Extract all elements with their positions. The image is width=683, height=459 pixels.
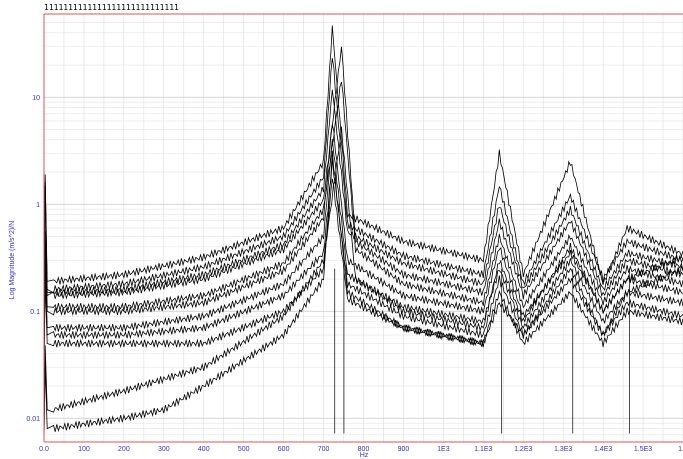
x-tick-label: 1.1E3 — [474, 446, 492, 453]
series-line — [43, 124, 683, 344]
x-tick-label: 800 — [358, 446, 370, 453]
series-line — [43, 81, 683, 340]
series-line — [43, 158, 683, 368]
x-tick-label: 1.4E3 — [594, 446, 612, 453]
y-tick-label: 10 — [32, 95, 40, 102]
x-tick-label: 700 — [318, 446, 330, 453]
x-axis-label: Hz — [360, 452, 369, 459]
series-line — [43, 89, 683, 325]
x-tick-label: 1.6 — [678, 446, 683, 453]
x-tick-label: 1E3 — [437, 446, 450, 453]
x-tick-label: 900 — [398, 446, 410, 453]
traces — [43, 25, 683, 443]
series-line — [43, 126, 683, 443]
x-tick-label: 600 — [278, 446, 290, 453]
series-line — [43, 178, 683, 376]
x-tick-label: 200 — [118, 446, 130, 453]
x-tick-label: 1.2E3 — [514, 446, 532, 453]
x-tick-label: 500 — [238, 446, 250, 453]
x-tick-label: 0.0 — [39, 446, 49, 453]
plot-frame — [43, 13, 683, 443]
x-tick-label: 1.3E3 — [554, 446, 572, 453]
x-tick-label: 100 — [78, 446, 90, 453]
y-tick-label: 0.01 — [26, 416, 40, 423]
series-line — [43, 150, 683, 443]
y-axis-label: Log Magnitude (m/s^2)/N — [9, 221, 16, 299]
top-marker-text: 1111111111111111111111111111 — [44, 3, 179, 12]
y-tick-labels: 0.01 0.1 1 10 — [26, 95, 40, 423]
x-tick-label: 1.5E3 — [634, 446, 652, 453]
x-tick-label: 400 — [198, 446, 210, 453]
series-line — [43, 25, 683, 314]
x-tick-label: 300 — [158, 446, 170, 453]
x-tick-labels: 0.0 100 200 300 400 500 600 700 800 900 1E3 1.1E3 1.… — [39, 446, 683, 453]
series-line — [43, 46, 683, 328]
series-line — [43, 58, 683, 322]
y-tick-label: 0.1 — [30, 309, 40, 316]
grid — [43, 13, 683, 443]
y-tick-label: 1 — [36, 202, 40, 209]
